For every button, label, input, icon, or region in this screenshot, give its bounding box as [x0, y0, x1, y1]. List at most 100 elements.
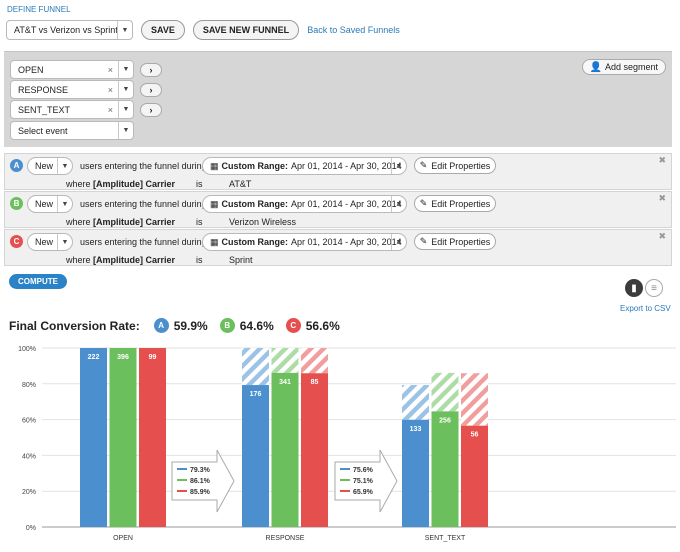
event-next-button[interactable]: ›	[140, 62, 162, 77]
caret-down-icon: ▼	[118, 101, 133, 118]
bar	[80, 348, 107, 527]
event-select-1[interactable]: OPEN × ▼	[10, 60, 134, 79]
date-range-select[interactable]: ▦ Custom Range: Apr 01, 2014 - Apr 30, 201…	[202, 195, 407, 213]
chevron-right-icon: ›	[149, 84, 153, 95]
edit-properties-label: Edit Properties	[431, 198, 491, 209]
edit-properties-button[interactable]: ✎ Edit Properties	[414, 233, 496, 250]
bar	[242, 385, 269, 527]
segment-description: users entering the funnel during	[80, 161, 207, 171]
where-label: where	[66, 217, 91, 227]
segment-badge: A	[153, 318, 169, 333]
step-conversion-value: 75.1%	[353, 478, 374, 485]
chevron-right-icon: ›	[149, 104, 153, 115]
bar	[139, 348, 166, 527]
bar-count-label: 99	[149, 354, 157, 361]
close-icon[interactable]: ✖	[658, 155, 666, 165]
bar-count-label: 396	[117, 354, 129, 361]
edit-properties-label: Edit Properties	[431, 236, 491, 247]
property-value: Sprint	[229, 255, 253, 265]
user-type-select[interactable]: New ▼	[27, 157, 73, 175]
final-conversion-b: B 64.6%	[219, 318, 274, 333]
final-conversion-value: 59.9%	[173, 318, 208, 333]
funnel-chart: 0% 20% 40% 60% 80% 100% 222 396 99 OPEN 176 341 85 RE…	[18, 346, 676, 542]
segment-description: users entering the funnel during	[80, 237, 207, 247]
final-conversion-a: A 59.9%	[153, 318, 208, 333]
date-range-value: Apr 01, 2014 - Apr 30, 2014	[291, 161, 402, 171]
final-conversion-label: Final Conversion Rate:	[9, 318, 140, 333]
clear-icon[interactable]: ×	[107, 104, 113, 115]
pencil-icon: ✎	[419, 160, 428, 170]
dropoff-bar	[301, 348, 328, 374]
select-event-placeholder: Select event	[18, 125, 68, 136]
edit-properties-button[interactable]: ✎ Edit Properties	[414, 195, 496, 212]
date-range-select[interactable]: ▦ Custom Range: Apr 01, 2014 - Apr 30, 201…	[202, 157, 407, 175]
bar	[109, 348, 137, 527]
compute-button[interactable]: COMPUTE	[9, 274, 67, 289]
edit-properties-label: Edit Properties	[431, 160, 491, 171]
property-value: Verizon Wireless	[229, 217, 297, 227]
edit-properties-button[interactable]: ✎ Edit Properties	[414, 157, 496, 174]
step-conversion-arrow	[334, 449, 398, 513]
y-tick-label: 100%	[18, 346, 36, 353]
caret-down-icon: ▼	[57, 196, 72, 212]
final-conversion-c: C 56.6%	[285, 318, 340, 333]
date-range-label: Custom Range:	[221, 237, 289, 247]
event-select-3[interactable]: SENT_TEXT × ▼	[10, 100, 134, 119]
saved-funnel-select-value: AT&T vs Verizon vs Sprint	[14, 25, 118, 35]
date-range-select[interactable]: ▦ Custom Range: Apr 01, 2014 - Apr 30, 201…	[202, 233, 407, 251]
operator: is	[196, 217, 203, 227]
save-new-funnel-button[interactable]: SAVE NEW FUNNEL	[192, 20, 300, 40]
calendar-icon: ▦	[210, 160, 219, 171]
bar	[301, 373, 328, 527]
event-next-button[interactable]: ›	[140, 102, 162, 117]
list-view-toggle[interactable]: ≡	[645, 279, 663, 297]
event-next-button[interactable]: ›	[140, 82, 162, 97]
add-segment-button[interactable]: 👤 Add segment	[581, 59, 666, 75]
funnel-toolbar: AT&T vs Verizon vs Sprint ▼ SAVE SAVE NE…	[6, 20, 400, 40]
calendar-icon: ▦	[210, 236, 219, 247]
date-range-label: Custom Range:	[221, 199, 289, 209]
user-type-select[interactable]: New ▼	[27, 233, 73, 251]
caret-down-icon: ▼	[391, 196, 406, 212]
caret-down-icon: ▼	[118, 122, 133, 139]
bar	[461, 425, 488, 527]
export-to-csv-link[interactable]: Export to CSV	[620, 304, 671, 313]
saved-funnel-select[interactable]: AT&T vs Verizon vs Sprint ▼	[6, 20, 133, 40]
operator: is	[196, 179, 203, 189]
back-to-saved-funnels-link[interactable]: Back to Saved Funnels	[307, 25, 400, 35]
dropoff-bar	[431, 372, 459, 412]
calendar-icon: ▦	[210, 198, 219, 209]
step-conversion-value: 79.3%	[190, 467, 211, 474]
user-type-value: New	[35, 199, 54, 209]
caret-down-icon: ▼	[391, 234, 406, 250]
save-button[interactable]: SAVE	[141, 20, 185, 40]
segment-c: C New ▼ users entering the funnel during ▦ Cu…	[4, 229, 672, 266]
bar-chart-view-toggle[interactable]: ▮	[625, 279, 643, 297]
step-conversion-value: 75.6%	[353, 467, 374, 474]
caret-down-icon: ▼	[57, 158, 72, 174]
user-type-select[interactable]: New ▼	[27, 195, 73, 213]
clear-icon[interactable]: ×	[107, 84, 113, 95]
add-user-icon: 👤	[589, 61, 602, 73]
close-icon[interactable]: ✖	[658, 231, 666, 241]
bar-count-label: 256	[439, 417, 451, 424]
property-name: [Amplitude] Carrier	[93, 217, 176, 227]
event-select-2[interactable]: RESPONSE × ▼	[10, 80, 134, 99]
property-name: [Amplitude] Carrier	[93, 255, 176, 265]
step-conversion-arrow	[171, 449, 235, 513]
y-tick-label: 0%	[26, 525, 36, 532]
step-conversion-value: 65.9%	[353, 489, 374, 496]
y-tick-label: 20%	[22, 489, 36, 496]
clear-icon[interactable]: ×	[107, 64, 113, 75]
close-icon[interactable]: ✖	[658, 193, 666, 203]
select-event-dropdown[interactable]: Select event ▼	[10, 121, 134, 140]
where-label: where	[66, 179, 91, 189]
segment-a: A New ▼ users entering the funnel during ▦ Cu…	[4, 153, 672, 190]
segment-badge: B	[10, 197, 23, 210]
x-category-label: SENT_TEXT	[425, 535, 466, 542]
date-range-value: Apr 01, 2014 - Apr 30, 2014	[291, 199, 402, 209]
caret-down-icon: ▼	[118, 61, 133, 78]
bar-chart-icon: ▮	[631, 282, 637, 294]
y-tick-label: 60%	[22, 418, 36, 425]
final-conversion-rate: Final Conversion Rate: A 59.9% B 64.6% C 56.6…	[9, 318, 352, 333]
